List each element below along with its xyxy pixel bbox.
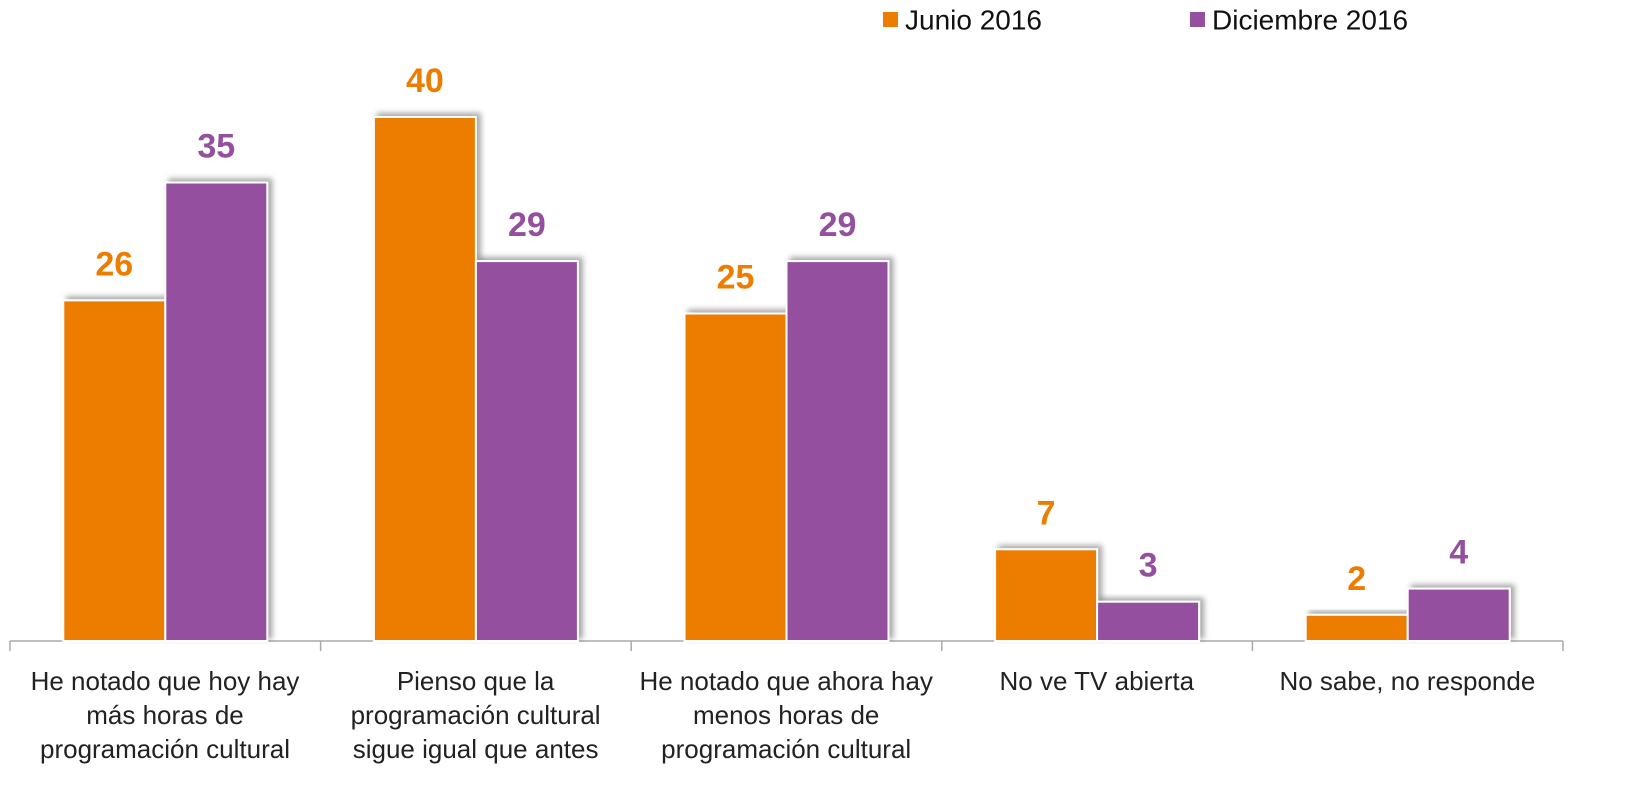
legend-label: Junio 2016	[905, 4, 1042, 35]
legend-label: Diciembre 2016	[1212, 4, 1408, 35]
data-label: 3	[1139, 547, 1158, 585]
data-label: 29	[819, 206, 857, 244]
x-tick-label: He notado que hoy hay más horas de progr…	[30, 666, 300, 764]
bar	[785, 260, 890, 642]
data-label: 2	[1347, 560, 1366, 598]
legend-swatch	[1190, 12, 1205, 27]
bar	[62, 299, 167, 642]
bar	[474, 260, 579, 642]
data-label: 26	[95, 245, 133, 283]
bar	[372, 116, 477, 642]
bar	[164, 181, 269, 642]
legend-swatch	[883, 12, 898, 27]
bar	[1406, 587, 1511, 642]
data-label: 7	[1037, 494, 1056, 532]
data-label: 35	[197, 127, 235, 165]
data-label: 25	[717, 258, 755, 296]
x-tick-label: No ve TV abierta	[999, 666, 1195, 696]
bar	[1304, 613, 1409, 642]
bar	[994, 548, 1099, 642]
data-label: 4	[1449, 534, 1468, 572]
bar	[1096, 600, 1201, 643]
bar	[683, 312, 788, 642]
x-tick-label: He notado que ahora hay menos horas de p…	[639, 666, 933, 764]
data-label: 29	[508, 206, 546, 244]
x-tick-label: Pienso que la programación cultural sigu…	[350, 666, 601, 764]
data-label: 40	[406, 62, 444, 100]
x-tick-label: No sabe, no responde	[1279, 666, 1536, 696]
